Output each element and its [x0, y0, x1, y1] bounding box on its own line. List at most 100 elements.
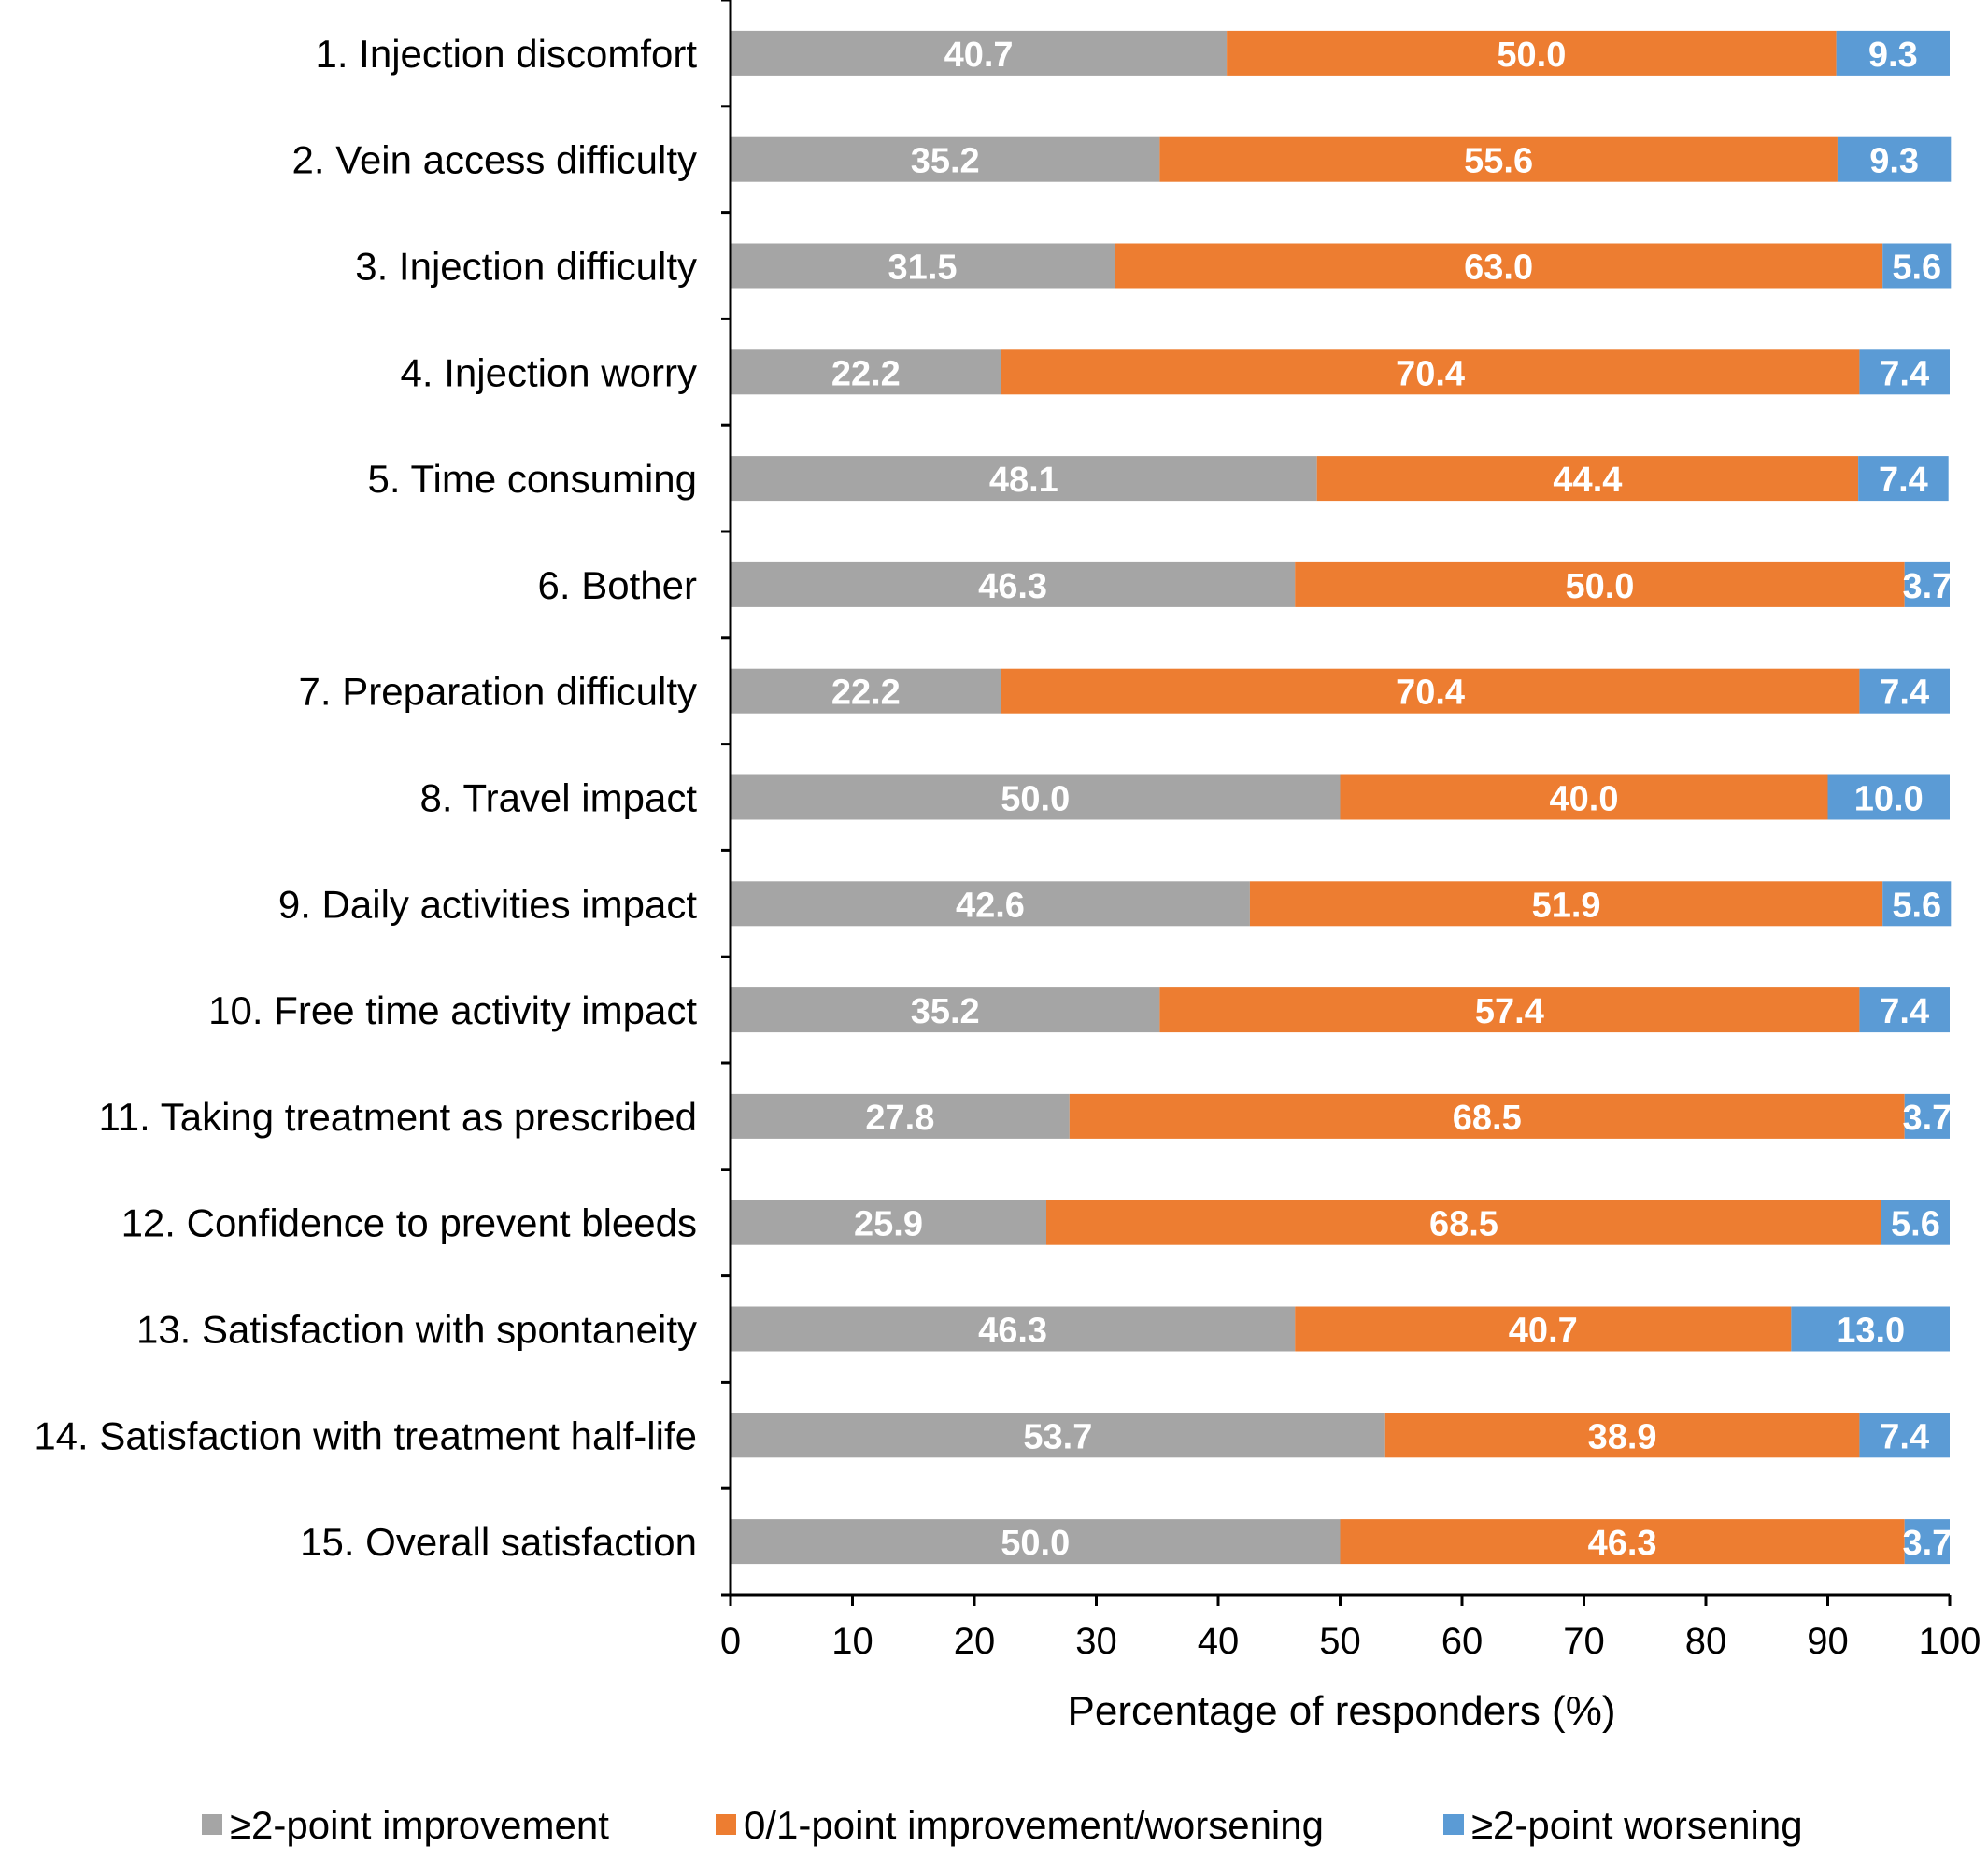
bar-segment: [1859, 668, 1950, 714]
legend-swatch: [1443, 1814, 1464, 1835]
bar-segment: [1881, 1200, 1950, 1245]
x-tick-label: 100: [1919, 1621, 1981, 1662]
data-label: 70.4: [1396, 674, 1465, 713]
data-label: 25.9: [854, 1205, 923, 1244]
data-label: 63.0: [1464, 248, 1533, 288]
category-label: 13. Satisfaction with spontaneity: [136, 1308, 697, 1352]
bar-segment: [1904, 561, 1950, 607]
data-label: 10.0: [1854, 780, 1924, 819]
bar-segment: [1882, 881, 1952, 927]
category-label: 9. Daily activities impact: [278, 882, 697, 926]
x-tick-label: 70: [1563, 1621, 1605, 1662]
bar-segment: [731, 987, 1160, 1033]
data-label: 7.4: [1880, 992, 1929, 1031]
data-label: 5.6: [1892, 886, 1941, 925]
bar-segment: [731, 1306, 1296, 1352]
x-tick-label: 0: [720, 1621, 741, 1662]
bar-segment: [731, 30, 1228, 76]
bar-segment: [1904, 1093, 1950, 1139]
bar-segment: [731, 1200, 1046, 1245]
bar-segment: [1159, 987, 1860, 1033]
bar-segment: [1836, 30, 1950, 76]
legend-label: ≥2-point improvement: [230, 1803, 609, 1847]
data-label: 22.2: [831, 674, 901, 713]
data-label: 3.7: [1902, 567, 1952, 606]
data-label: 70.4: [1396, 354, 1465, 393]
category-label: 14. Satisfaction with treatment half-lif…: [34, 1413, 697, 1457]
bar-segment: [1859, 987, 1950, 1033]
data-label: 50.0: [1565, 567, 1634, 606]
bar-segment: [1340, 774, 1828, 820]
category-label: 2. Vein access difficulty: [292, 138, 697, 182]
data-label: 7.4: [1879, 461, 1928, 500]
category-labels-layer: 1. Injection discomfort 2. Vein access di…: [34, 32, 697, 1564]
category-label: 1. Injection discomfort: [315, 32, 697, 76]
data-label: 53.7: [1023, 1417, 1092, 1456]
legend-label: ≥2-point worsening: [1471, 1803, 1803, 1847]
x-tick-label: 60: [1441, 1621, 1484, 1662]
x-tick-label: 50: [1319, 1621, 1361, 1662]
category-label: 8. Travel impact: [420, 776, 698, 820]
data-label: 35.2: [911, 992, 980, 1031]
data-label: 7.4: [1880, 354, 1929, 393]
bar-segment: [731, 243, 1115, 289]
x-tick-label: 80: [1685, 1621, 1727, 1662]
data-label: 7.4: [1880, 674, 1929, 713]
x-axis-title: Percentage of responders (%): [1068, 1688, 1616, 1734]
x-tick-label: 20: [954, 1621, 996, 1662]
x-tick-label: 10: [831, 1621, 873, 1662]
x-tick-label: 30: [1075, 1621, 1117, 1662]
bar-segment: [1001, 668, 1860, 714]
axes-layer: 0 10 20 30 40 50 60 70 80 90 100: [720, 0, 1981, 1662]
data-label: 40.7: [1509, 1312, 1578, 1351]
data-label: 46.3: [1588, 1524, 1657, 1563]
bar-segment: [1115, 243, 1883, 289]
data-label: 9.3: [1869, 142, 1919, 181]
bar-segment: [731, 349, 1001, 395]
data-label: 50.0: [1497, 35, 1566, 75]
data-label: 3.7: [1902, 1099, 1952, 1138]
x-tick-label: 40: [1198, 1621, 1240, 1662]
x-tick-label: 90: [1807, 1621, 1849, 1662]
bar-segment: [1859, 349, 1950, 395]
data-label: 35.2: [911, 142, 980, 181]
bar-segment: [1295, 561, 1905, 607]
bar-segment: [1249, 881, 1883, 927]
bar-segment: [731, 668, 1001, 714]
data-label: 46.3: [978, 567, 1047, 606]
data-label: 22.2: [831, 354, 901, 393]
category-label: 11. Taking treatment as prescribed: [99, 1095, 697, 1139]
bar-segment: [731, 136, 1160, 182]
bar-segment: [1904, 1519, 1950, 1565]
category-label: 7. Preparation difficulty: [299, 670, 697, 714]
data-label: 68.5: [1453, 1099, 1522, 1138]
data-label: 42.6: [956, 886, 1025, 925]
bar-segment: [1295, 1306, 1792, 1352]
category-label: 3. Injection difficulty: [355, 245, 697, 289]
bar-segment: [1316, 456, 1859, 502]
bar-segment: [1045, 1200, 1882, 1245]
bar-segment: [1859, 1413, 1950, 1458]
data-label: 48.1: [989, 461, 1058, 500]
bar-segment: [1340, 1519, 1905, 1565]
data-label: 5.6: [1892, 248, 1941, 288]
bar-segment: [731, 881, 1250, 927]
data-label: 50.0: [1001, 780, 1070, 819]
data-label: 5.6: [1891, 1205, 1940, 1244]
data-label: 40.0: [1550, 780, 1619, 819]
category-label: 5. Time consuming: [368, 457, 698, 501]
category-label: 10. Free time activity impact: [208, 988, 697, 1032]
bar-segment: [1858, 456, 1949, 502]
bar-segment: [1001, 349, 1860, 395]
data-label: 13.0: [1836, 1312, 1905, 1351]
data-label: 9.3: [1868, 35, 1918, 75]
category-label: 6. Bother: [538, 563, 697, 607]
bar-segment: [1837, 136, 1952, 182]
legend: ≥2-point improvement 0/1-point improvemen…: [202, 1803, 1803, 1847]
data-label: 3.7: [1902, 1524, 1952, 1563]
legend-swatch: [202, 1814, 222, 1835]
bar-segment: [731, 1413, 1385, 1458]
bar-segment: [731, 774, 1341, 820]
